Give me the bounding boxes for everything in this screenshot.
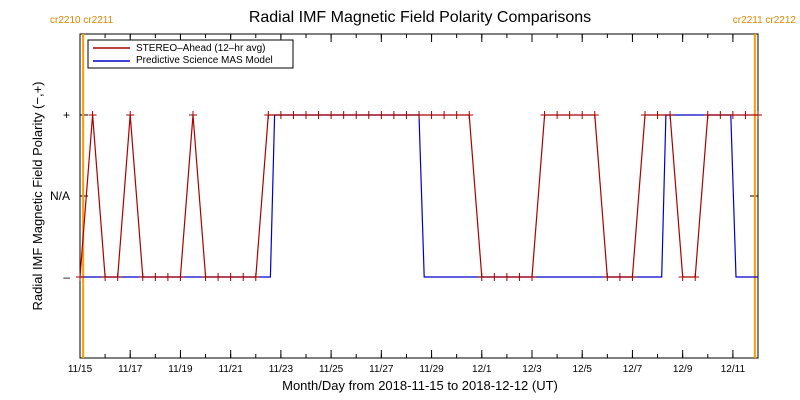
data-point — [666, 111, 675, 119]
data-point — [502, 273, 511, 281]
y-tick-label: + — [63, 108, 70, 122]
data-point — [352, 111, 361, 119]
x-tick-label: 12/9 — [673, 364, 693, 375]
x-tick-label: 11/21 — [219, 364, 244, 375]
chart-title: Radial IMF Magnetic Field Polarity Compa… — [249, 9, 591, 26]
data-point — [703, 111, 712, 119]
data-point — [615, 273, 624, 281]
series-line — [79, 114, 758, 278]
x-tick-label: 11/27 — [369, 364, 394, 375]
data-point — [427, 111, 436, 119]
data-point — [465, 111, 474, 119]
data-point — [728, 111, 737, 119]
x-tick-label: 12/1 — [472, 364, 492, 375]
x-tick-label: 11/19 — [168, 364, 193, 375]
data-point — [302, 111, 310, 119]
data-point — [101, 273, 110, 281]
data-point — [88, 111, 97, 119]
data-point — [754, 111, 762, 119]
data-point — [176, 273, 185, 281]
x-tick-label: 11/25 — [319, 364, 344, 375]
data-point — [452, 111, 461, 119]
data-point — [440, 111, 449, 119]
x-tick-label: 12/5 — [572, 364, 592, 375]
series-model-line — [80, 114, 758, 278]
data-point — [691, 273, 700, 281]
legend-box — [87, 39, 294, 69]
series-stereo-line — [76, 111, 762, 281]
data-point — [641, 111, 649, 119]
data-point — [741, 111, 750, 119]
data-point — [477, 273, 486, 281]
data-point — [76, 273, 84, 281]
data-point — [251, 273, 260, 281]
y-tick-label: – — [63, 270, 70, 284]
data-point — [239, 273, 248, 281]
data-point — [113, 273, 122, 281]
data-point — [264, 111, 273, 119]
data-point — [389, 111, 398, 119]
data-point — [628, 273, 637, 281]
data-point — [565, 111, 574, 119]
legend-label-model: Predictive Science MAS Model — [136, 55, 273, 66]
data-point — [553, 111, 562, 119]
legend-label-stereo: STEREO–Ahead (12–hr avg) — [136, 43, 266, 54]
data-point — [327, 111, 336, 119]
data-point — [214, 273, 223, 281]
data-point — [151, 273, 160, 281]
data-point — [314, 111, 323, 119]
data-point — [590, 111, 599, 119]
data-point — [226, 273, 235, 281]
data-point — [716, 111, 725, 119]
legend: STEREO–Ahead (12–hr avg) Predictive Scie… — [87, 39, 294, 69]
y-axis-label: Radial IMF Magnetic Field Polarity (−,+) — [30, 81, 45, 310]
data-point — [163, 273, 172, 281]
data-point — [364, 111, 373, 119]
x-tick-label: 11/29 — [419, 364, 444, 375]
x-axis: 11/15 11/17 11/19 11/21 11/23 11/25 11/27 11/29… — [68, 34, 759, 375]
data-point — [515, 273, 524, 281]
y-tick-label: N/A — [50, 189, 70, 203]
data-point — [189, 111, 197, 119]
x-tick-label: 11/17 — [118, 364, 143, 375]
carrington-lines — [82, 34, 756, 358]
plot-area — [79, 33, 759, 359]
x-tick-label: 12/7 — [623, 364, 643, 375]
data-point — [402, 111, 411, 119]
data-point — [377, 111, 386, 119]
data-point — [653, 111, 662, 119]
data-point — [201, 273, 210, 281]
series-line — [80, 114, 758, 278]
data-point — [415, 111, 423, 119]
data-point — [289, 111, 298, 119]
data-point — [678, 273, 687, 281]
data-point — [540, 111, 549, 119]
x-axis-label: Month/Day from 2018-11-15 to 2018-12-12 … — [282, 378, 558, 393]
data-point — [528, 273, 536, 281]
carrington-label-right: cr2211 cr2212 — [733, 15, 797, 26]
x-tick-label: 12/3 — [522, 364, 542, 375]
data-point — [603, 273, 612, 281]
data-point — [126, 111, 135, 119]
data-point — [490, 273, 499, 281]
carrington-label-left: cr2210 cr2211 — [50, 15, 114, 26]
data-point — [138, 273, 147, 281]
x-tick-label: 11/15 — [68, 364, 93, 375]
x-tick-label: 11/23 — [269, 364, 294, 375]
data-point — [276, 111, 285, 119]
data-point — [339, 111, 348, 119]
data-point — [578, 111, 587, 119]
y-axis: + N/A – — [50, 108, 758, 284]
x-tick-label: 12/11 — [721, 364, 746, 375]
